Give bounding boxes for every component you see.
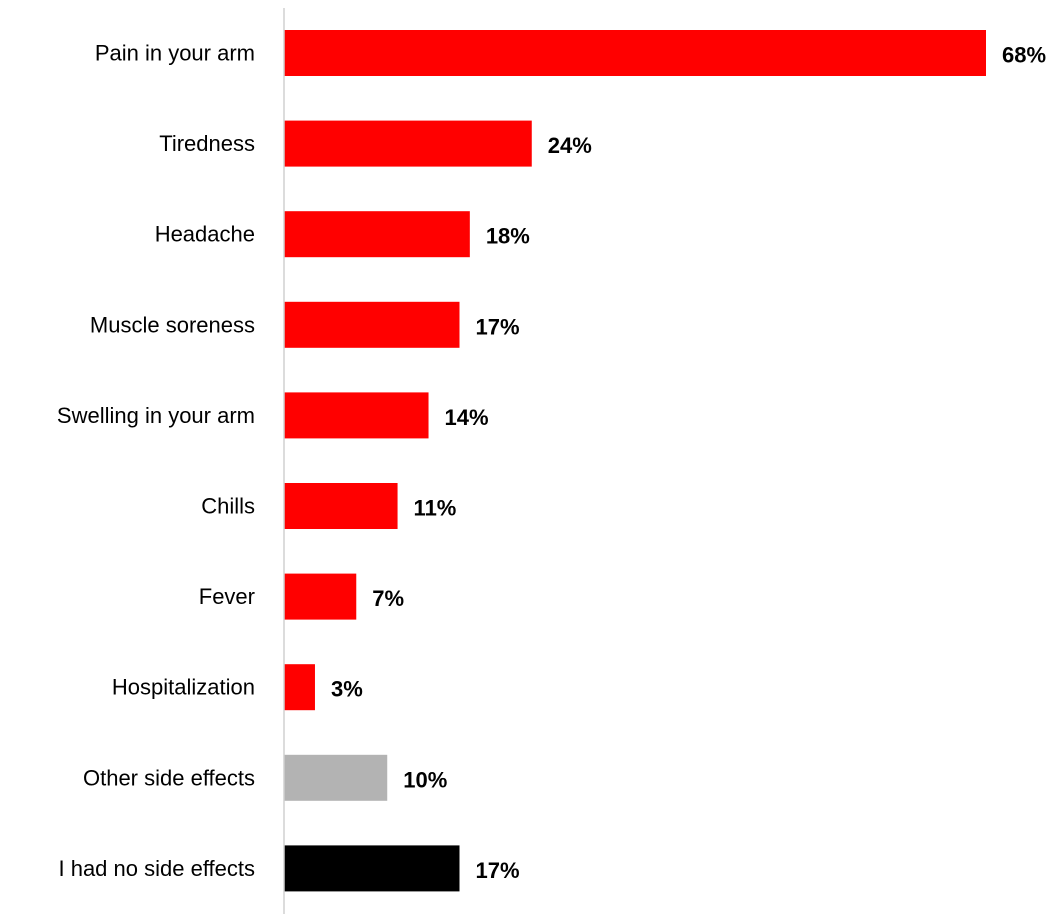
value-label-other-side-effects: 10% (403, 767, 447, 792)
category-label-pain-in-your-arm: Pain in your arm (95, 41, 255, 66)
bar-chills (284, 483, 398, 529)
bar-muscle-soreness (284, 301, 460, 348)
bar-swelling-in-your-arm (284, 392, 429, 439)
category-label-headache: Headache (155, 222, 255, 247)
category-label-swelling-in-your-arm: Swelling in your arm (57, 403, 255, 428)
bar-hospitalization (284, 664, 315, 711)
category-label-hospitalization: Hospitalization (112, 675, 255, 700)
value-label-swelling-in-your-arm: 14% (445, 405, 489, 430)
category-labels: Pain in your arm Tiredness Headache Muscle … (57, 41, 255, 881)
bar-i-had-no-side-effects (284, 845, 460, 892)
value-label-muscle-soreness: 17% (476, 314, 520, 339)
value-label-hospitalization: 3% (331, 677, 363, 702)
value-labels: 68% 24% 18% 17% 14% 11% 7% 3% 10% 17% (331, 43, 1046, 883)
value-label-fever: 7% (372, 586, 404, 611)
category-label-chills: Chills (201, 494, 255, 519)
category-label-i-had-no-side-effects: I had no side effects (58, 856, 255, 881)
bar-pain-in-your-arm (284, 30, 986, 76)
value-label-pain-in-your-arm: 68% (1002, 43, 1046, 68)
bar-other-side-effects (284, 754, 388, 801)
value-label-i-had-no-side-effects: 17% (476, 858, 520, 883)
bar-fever (284, 573, 357, 620)
category-label-tiredness: Tiredness (159, 131, 255, 156)
category-label-other-side-effects: Other side effects (83, 765, 255, 790)
bar-headache (284, 211, 470, 258)
category-label-fever: Fever (199, 584, 255, 609)
category-label-muscle-soreness: Muscle soreness (90, 312, 255, 337)
value-label-tiredness: 24% (548, 133, 592, 158)
value-label-headache: 18% (486, 224, 530, 249)
bars-group (284, 30, 986, 892)
value-label-chills: 11% (414, 496, 457, 521)
bar-tiredness (284, 120, 532, 167)
